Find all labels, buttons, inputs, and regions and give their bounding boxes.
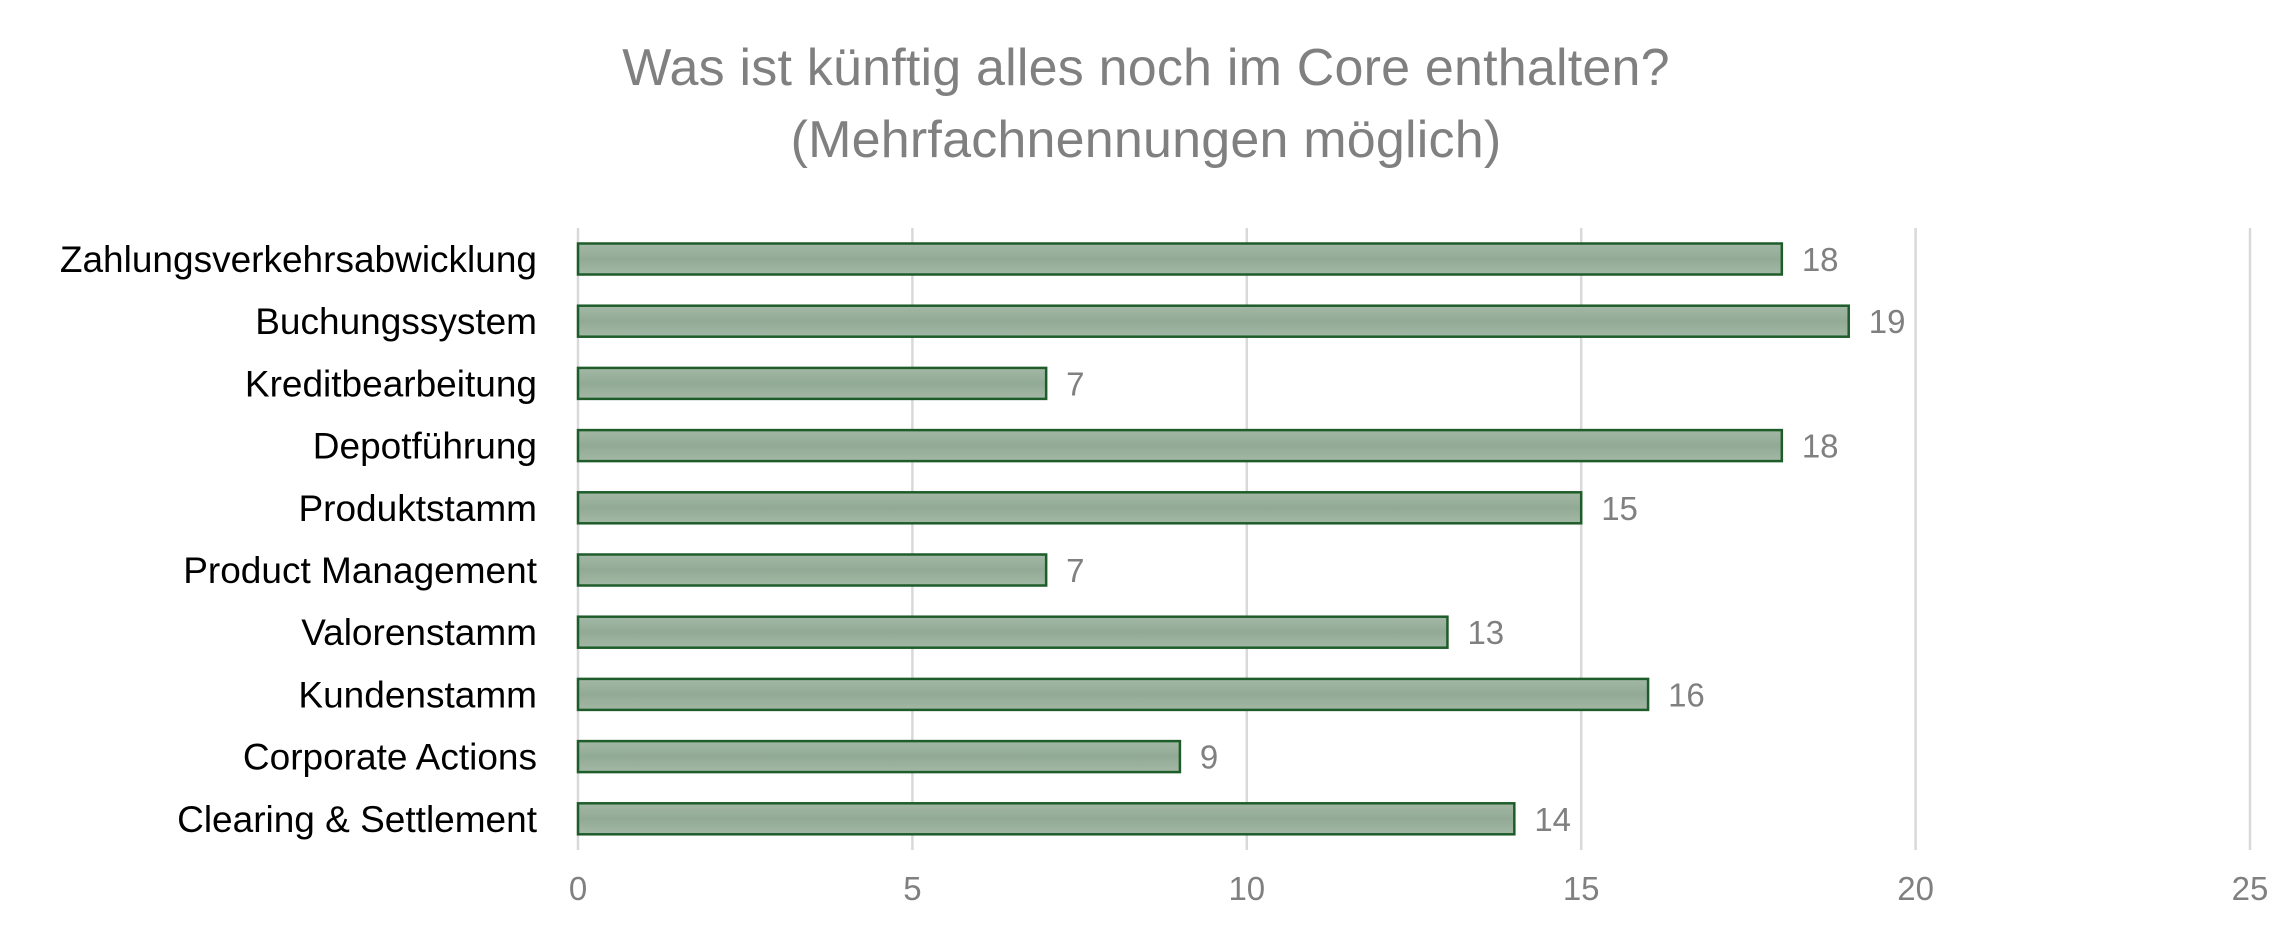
x-axis-tick-labels: 0 5 10 15 20 25 (569, 870, 2269, 907)
category-label: Corporate Actions (243, 737, 537, 778)
data-label: 9 (1200, 739, 1218, 776)
x-tick-label: 25 (2232, 870, 2269, 907)
data-label: 16 (1668, 676, 1705, 713)
value-labels: 18 19 7 18 15 7 13 16 9 14 (1066, 241, 1905, 838)
data-label: 18 (1802, 241, 1839, 278)
x-tick-label: 10 (1228, 870, 1265, 907)
category-label: Valorenstamm (301, 612, 537, 653)
bar (576, 802, 1516, 836)
data-label: 18 (1802, 428, 1839, 465)
category-label: Kundenstamm (298, 674, 537, 715)
x-tick-label: 20 (1897, 870, 1934, 907)
data-label: 7 (1066, 552, 1084, 589)
bars (576, 242, 1850, 836)
chart-subtitle: (Mehrfachnennungen möglich) (790, 111, 1502, 169)
category-label: Depotführung (313, 426, 537, 467)
bar (576, 491, 1583, 525)
category-label: Kreditbearbeitung (245, 363, 537, 404)
data-label: 14 (1534, 801, 1571, 838)
bar (576, 366, 1048, 401)
bar (576, 615, 1449, 649)
category-label: Clearing & Settlement (177, 799, 538, 840)
category-label: Buchungssystem (255, 301, 537, 342)
x-tick-label: 5 (903, 870, 921, 907)
data-label: 7 (1066, 365, 1084, 402)
category-label: Produktstamm (298, 488, 537, 529)
category-labels: Zahlungsverkehrsabwicklung Buchungssystem… (60, 239, 538, 840)
bar (576, 677, 1650, 712)
chart-title: Was ist künftig alles noch im Core entha… (622, 39, 1670, 97)
category-label: Product Management (183, 550, 537, 591)
category-label: Zahlungsverkehrsabwicklung (60, 239, 537, 280)
x-tick-label: 0 (569, 870, 587, 907)
bar (576, 304, 1850, 338)
bar (576, 553, 1048, 587)
data-label: 19 (1869, 303, 1906, 340)
bar (576, 428, 1784, 463)
data-label: 13 (1467, 614, 1504, 651)
x-tick-label: 15 (1563, 870, 1600, 907)
bar (576, 242, 1784, 276)
bar (576, 739, 1182, 774)
data-label: 15 (1601, 490, 1638, 527)
